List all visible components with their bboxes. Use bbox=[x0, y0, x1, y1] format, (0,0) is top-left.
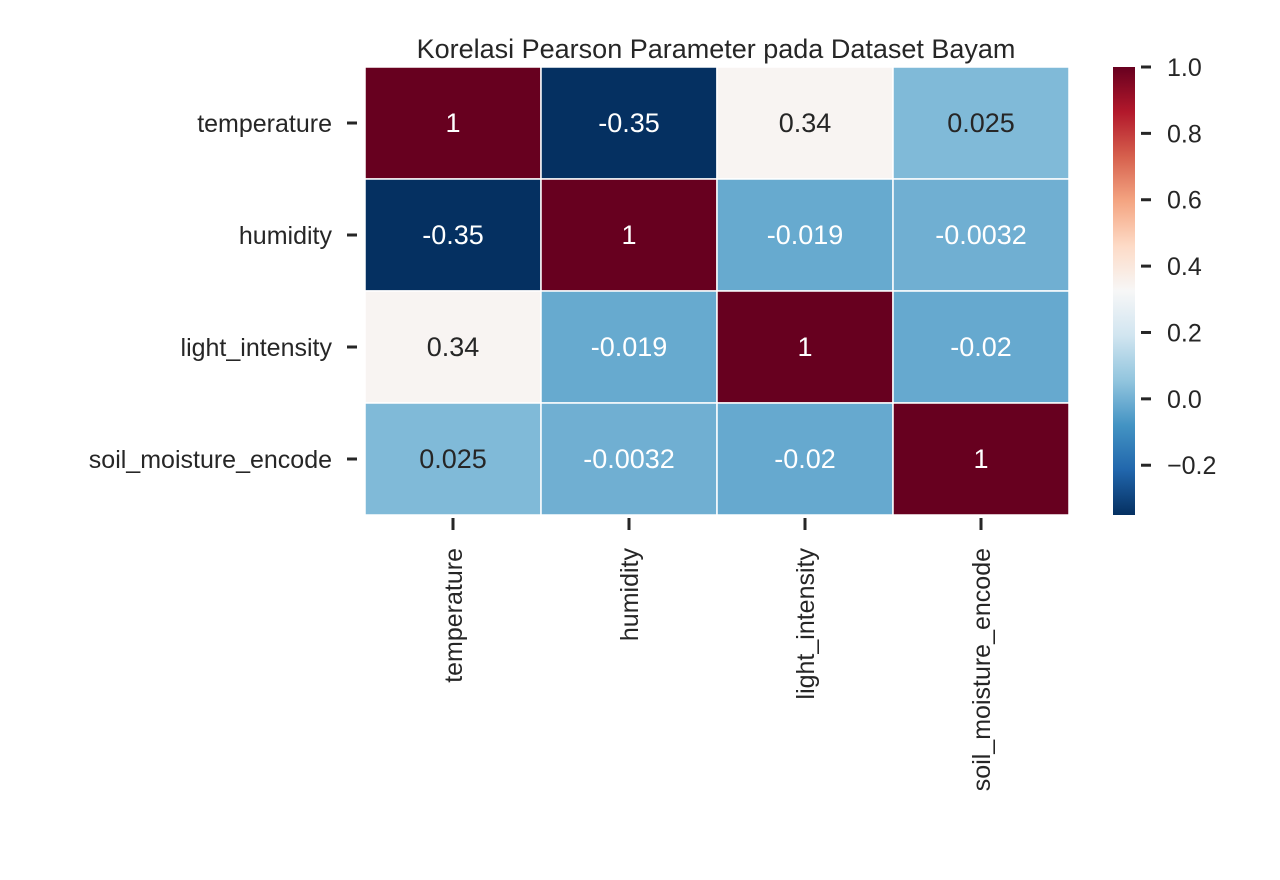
y-tick-label: temperature bbox=[197, 110, 332, 138]
colorbar-tick-label: −0.2 bbox=[1167, 452, 1216, 480]
heatmap-cell bbox=[892, 178, 1070, 292]
colorbar-tick-label: 0.6 bbox=[1167, 187, 1202, 215]
y-tick-label: humidity bbox=[239, 222, 333, 250]
cell-value-label: -0.35 bbox=[598, 108, 660, 138]
heatmap-cell bbox=[892, 290, 1070, 404]
chart-title: Korelasi Pearson Parameter pada Dataset … bbox=[417, 34, 1016, 64]
heatmap-cell bbox=[540, 290, 718, 404]
colorbar-tick-label: 1.0 bbox=[1167, 54, 1202, 82]
heatmap-cell bbox=[540, 66, 718, 180]
heatmap-cell bbox=[716, 402, 894, 516]
cell-value-label: 1 bbox=[445, 108, 460, 138]
heatmap-cell bbox=[540, 178, 718, 292]
cell-value-label: 1 bbox=[797, 332, 812, 362]
cell-value-label: 1 bbox=[621, 220, 636, 250]
heatmap-cell bbox=[892, 402, 1070, 516]
y-tick-label: light_intensity bbox=[181, 334, 333, 362]
heatmap-cell bbox=[364, 66, 542, 180]
cell-value-label: 0.34 bbox=[427, 332, 480, 362]
cell-value-label: -0.019 bbox=[767, 220, 844, 250]
colorbar-tick-label: 0.0 bbox=[1167, 386, 1202, 414]
cell-value-label: -0.02 bbox=[950, 332, 1012, 362]
x-tick-label: temperature bbox=[440, 548, 468, 683]
x-tick-label: humidity bbox=[616, 548, 644, 642]
cell-value-label: -0.019 bbox=[591, 332, 668, 362]
cell-value-label: -0.0032 bbox=[935, 220, 1027, 250]
heatmap-cells bbox=[364, 66, 1070, 516]
cell-value-label: 0.34 bbox=[779, 108, 832, 138]
cell-annotations: 1 -0.35 0.34 0.025 -0.35 1 -0.019 -0.0032 0.34 -0… bbox=[419, 108, 1027, 474]
colorbar-tick-label: 0.2 bbox=[1167, 319, 1202, 347]
x-axis: temperature humidity light_intensity soil_m… bbox=[440, 518, 996, 791]
heatmap-cell bbox=[892, 66, 1070, 180]
heatmap-cell bbox=[540, 402, 718, 516]
cell-value-label: -0.02 bbox=[774, 444, 836, 474]
y-tick-label: soil_moisture_encode bbox=[89, 446, 332, 474]
y-axis: temperature humidity light_intensity soil_m… bbox=[89, 110, 357, 474]
colorbar-tick-label: 0.8 bbox=[1167, 120, 1202, 148]
colorbar: 1.0 0.8 0.6 0.4 0.2 0.0 −0.2 bbox=[1113, 54, 1216, 515]
x-tick-label: soil_moisture_encode bbox=[968, 548, 996, 791]
heatmap-cell bbox=[364, 178, 542, 292]
cell-value-label: -0.0032 bbox=[583, 444, 675, 474]
x-tick-label: light_intensity bbox=[792, 548, 820, 700]
cell-value-label: 1 bbox=[973, 444, 988, 474]
cell-value-label: -0.35 bbox=[422, 220, 484, 250]
colorbar-tick-label: 0.4 bbox=[1167, 253, 1202, 281]
colorbar-gradient bbox=[1113, 67, 1135, 515]
cell-value-label: 0.025 bbox=[419, 444, 487, 474]
heatmap-cell bbox=[364, 402, 542, 516]
heatmap-cell bbox=[716, 66, 894, 180]
cell-value-label: 0.025 bbox=[947, 108, 1015, 138]
